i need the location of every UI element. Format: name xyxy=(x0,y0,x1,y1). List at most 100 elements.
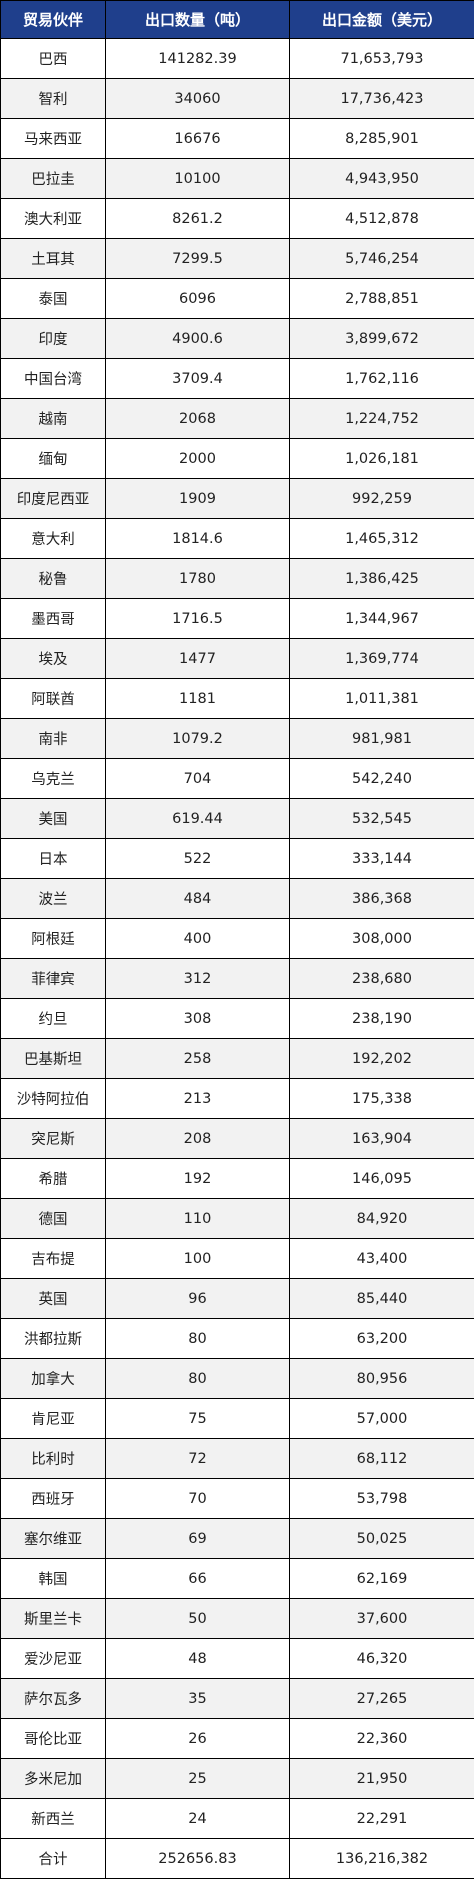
total-amount-cell: 136,216,382 xyxy=(289,1838,474,1879)
table-row: 波兰 484 386,368 xyxy=(0,878,474,919)
partner-cell: 斯里兰卡 xyxy=(0,1598,106,1639)
partner-cell: 埃及 xyxy=(0,638,106,679)
partner-cell: 爱沙尼亚 xyxy=(0,1638,106,1679)
quantity-cell: 484 xyxy=(105,878,290,919)
partner-cell: 印度尼西亚 xyxy=(0,478,106,519)
amount-cell: 85,440 xyxy=(289,1278,474,1319)
quantity-cell: 312 xyxy=(105,958,290,999)
partner-cell: 哥伦比亚 xyxy=(0,1718,106,1759)
table-row: 乌克兰 704 542,240 xyxy=(0,758,474,799)
amount-cell: 2,788,851 xyxy=(289,278,474,319)
partner-cell: 比利时 xyxy=(0,1438,106,1479)
amount-cell: 1,011,381 xyxy=(289,678,474,719)
table-row: 吉布提 100 43,400 xyxy=(0,1238,474,1279)
partner-cell: 塞尔维亚 xyxy=(0,1518,106,1559)
quantity-cell: 1814.6 xyxy=(105,518,290,559)
table-row: 墨西哥 1716.5 1,344,967 xyxy=(0,598,474,639)
quantity-cell: 70 xyxy=(105,1478,290,1519)
table-row: 阿根廷 400 308,000 xyxy=(0,918,474,959)
amount-cell: 3,899,672 xyxy=(289,318,474,359)
quantity-cell: 3709.4 xyxy=(105,358,290,399)
amount-cell: 981,981 xyxy=(289,718,474,759)
quantity-cell: 7299.5 xyxy=(105,238,290,279)
quantity-cell: 400 xyxy=(105,918,290,959)
partner-cell: 吉布提 xyxy=(0,1238,106,1279)
partner-cell: 英国 xyxy=(0,1278,106,1319)
partner-cell: 墨西哥 xyxy=(0,598,106,639)
quantity-cell: 10100 xyxy=(105,158,290,199)
quantity-cell: 704 xyxy=(105,758,290,799)
partner-cell: 中国台湾 xyxy=(0,358,106,399)
partner-cell: 巴西 xyxy=(0,38,106,79)
header-partner: 贸易伙伴 xyxy=(0,0,106,39)
quantity-cell: 69 xyxy=(105,1518,290,1559)
amount-cell: 333,144 xyxy=(289,838,474,879)
table-row: 巴西 141282.39 71,653,793 xyxy=(0,38,474,79)
partner-cell: 马来西亚 xyxy=(0,118,106,159)
quantity-cell: 258 xyxy=(105,1038,290,1079)
partner-cell: 秘鲁 xyxy=(0,558,106,599)
quantity-cell: 1477 xyxy=(105,638,290,679)
partner-cell: 希腊 xyxy=(0,1158,106,1199)
partner-cell: 阿根廷 xyxy=(0,918,106,959)
quantity-cell: 80 xyxy=(105,1358,290,1399)
partner-cell: 巴基斯坦 xyxy=(0,1038,106,1079)
header-quantity: 出口数量（吨） xyxy=(105,0,290,39)
amount-cell: 17,736,423 xyxy=(289,78,474,119)
amount-cell: 21,950 xyxy=(289,1758,474,1799)
table-row: 澳大利亚 8261.2 4,512,878 xyxy=(0,198,474,239)
amount-cell: 80,956 xyxy=(289,1358,474,1399)
amount-cell: 238,680 xyxy=(289,958,474,999)
table-row: 菲律宾 312 238,680 xyxy=(0,958,474,999)
quantity-cell: 75 xyxy=(105,1398,290,1439)
quantity-cell: 72 xyxy=(105,1438,290,1479)
table-row: 南非 1079.2 981,981 xyxy=(0,718,474,759)
table-row: 洪都拉斯 80 63,200 xyxy=(0,1318,474,1359)
table-row: 美国 619.44 532,545 xyxy=(0,798,474,839)
quantity-cell: 1181 xyxy=(105,678,290,719)
quantity-cell: 213 xyxy=(105,1078,290,1119)
quantity-cell: 66 xyxy=(105,1558,290,1599)
table-row: 土耳其 7299.5 5,746,254 xyxy=(0,238,474,279)
partner-cell: 洪都拉斯 xyxy=(0,1318,106,1359)
quantity-cell: 619.44 xyxy=(105,798,290,839)
partner-cell: 萨尔瓦多 xyxy=(0,1678,106,1719)
table-row: 巴拉圭 10100 4,943,950 xyxy=(0,158,474,199)
partner-cell: 意大利 xyxy=(0,518,106,559)
amount-cell: 8,285,901 xyxy=(289,118,474,159)
quantity-cell: 110 xyxy=(105,1198,290,1239)
quantity-cell: 2000 xyxy=(105,438,290,479)
partner-cell: 巴拉圭 xyxy=(0,158,106,199)
table-row: 缅甸 2000 1,026,181 xyxy=(0,438,474,479)
quantity-cell: 4900.6 xyxy=(105,318,290,359)
amount-cell: 175,338 xyxy=(289,1078,474,1119)
quantity-cell: 16676 xyxy=(105,118,290,159)
table-row: 印度 4900.6 3,899,672 xyxy=(0,318,474,359)
quantity-cell: 50 xyxy=(105,1598,290,1639)
quantity-cell: 192 xyxy=(105,1158,290,1199)
partner-cell: 阿联酋 xyxy=(0,678,106,719)
table-row: 英国 96 85,440 xyxy=(0,1278,474,1319)
quantity-cell: 1079.2 xyxy=(105,718,290,759)
amount-cell: 992,259 xyxy=(289,478,474,519)
table-row: 意大利 1814.6 1,465,312 xyxy=(0,518,474,559)
amount-cell: 84,920 xyxy=(289,1198,474,1239)
total-quantity-cell: 252656.83 xyxy=(105,1838,290,1879)
partner-cell: 突尼斯 xyxy=(0,1118,106,1159)
quantity-cell: 35 xyxy=(105,1678,290,1719)
amount-cell: 5,746,254 xyxy=(289,238,474,279)
amount-cell: 238,190 xyxy=(289,998,474,1039)
table-row: 新西兰 24 22,291 xyxy=(0,1798,474,1839)
table-row: 马来西亚 16676 8,285,901 xyxy=(0,118,474,159)
table-row: 智利 34060 17,736,423 xyxy=(0,78,474,119)
table-row: 斯里兰卡 50 37,600 xyxy=(0,1598,474,1639)
amount-cell: 308,000 xyxy=(289,918,474,959)
partner-cell: 美国 xyxy=(0,798,106,839)
amount-cell: 1,465,312 xyxy=(289,518,474,559)
table-row: 巴基斯坦 258 192,202 xyxy=(0,1038,474,1079)
amount-cell: 71,653,793 xyxy=(289,38,474,79)
header-amount: 出口金额（美元） xyxy=(289,0,474,39)
amount-cell: 50,025 xyxy=(289,1518,474,1559)
quantity-cell: 24 xyxy=(105,1798,290,1839)
